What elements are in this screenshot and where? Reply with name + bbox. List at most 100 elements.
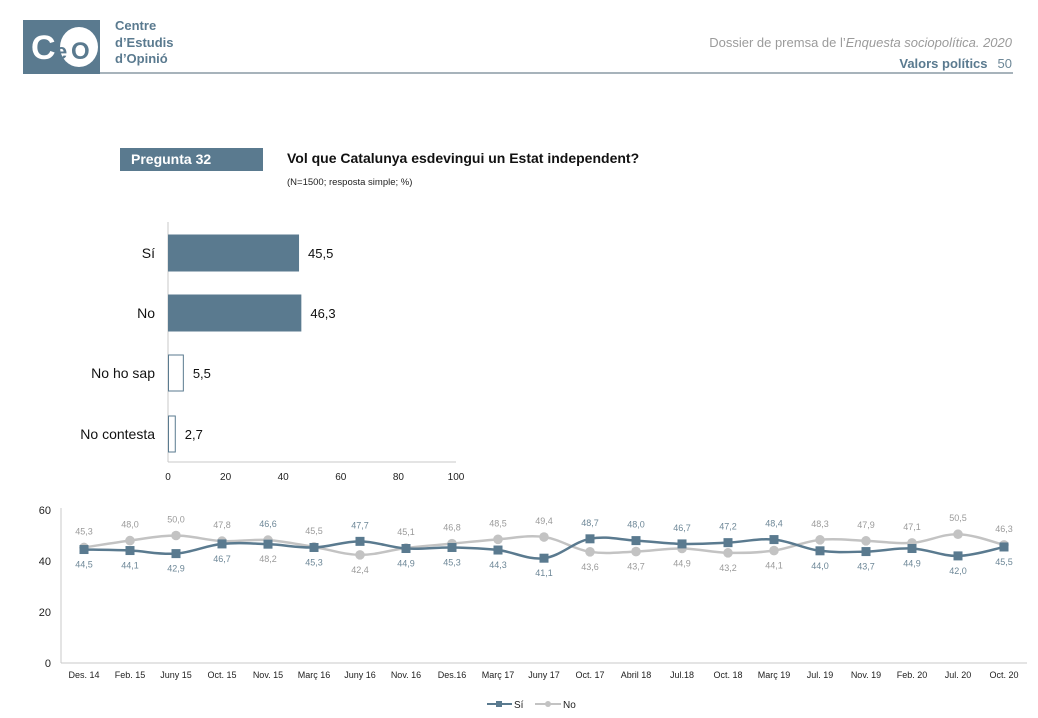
- line-data-label: 48,5: [489, 518, 507, 528]
- line-data-label: 43,6: [581, 562, 599, 572]
- bar-value-label: 5,5: [193, 366, 211, 381]
- bar: [168, 415, 176, 453]
- bar-category-label: No contesta: [80, 426, 155, 442]
- line-marker-no: [953, 529, 963, 540]
- line-x-tick-label: Oct. 18: [713, 670, 742, 680]
- bar-value-label: 46,3: [310, 306, 335, 321]
- line-data-label: 47,1: [903, 522, 921, 532]
- line-data-label: 47,7: [351, 520, 369, 530]
- line-data-label: 48,0: [627, 520, 645, 530]
- bar-category-label: Sí: [142, 245, 155, 261]
- legend-si-label: Sí: [514, 700, 524, 711]
- line-data-label: 48,0: [121, 520, 139, 530]
- line-data-label: 43,7: [857, 562, 875, 572]
- line-x-tick-label: Juny 16: [344, 670, 376, 680]
- line-x-tick-label: Juny 15: [160, 670, 192, 680]
- section-info: Valors polítics 50: [899, 56, 1012, 71]
- line-marker-si: [539, 553, 549, 563]
- line-data-label: 46,6: [259, 519, 277, 529]
- line-marker-si: [493, 545, 503, 555]
- line-x-tick-label: Nov. 19: [851, 670, 881, 680]
- bar: [168, 234, 300, 272]
- line-marker-si: [125, 546, 135, 556]
- line-marker-si: [999, 542, 1009, 552]
- line-data-label: 43,7: [627, 562, 645, 572]
- logo-letter-c: C: [31, 29, 56, 67]
- bar-x-tick-label: 100: [448, 472, 465, 483]
- line-data-label: 47,9: [857, 520, 875, 530]
- bar-x-tick-label: 60: [335, 472, 347, 483]
- ceo-logo: C e O: [23, 20, 100, 74]
- line-x-tick-label: Des.16: [438, 670, 467, 680]
- line-data-label: 44,9: [397, 559, 415, 569]
- line-data-label: 50,0: [167, 515, 185, 525]
- question-title: Vol que Catalunya esdevingui un Estat in…: [287, 150, 640, 166]
- line-data-label: 44,3: [489, 560, 507, 570]
- line-data-label: 45,5: [995, 557, 1013, 567]
- line-marker-no: [723, 548, 733, 558]
- line-data-label: 43,2: [719, 563, 737, 573]
- legend-si-marker: [496, 701, 502, 707]
- legend-no-label: No: [563, 700, 576, 711]
- org-name-line: d’Opinió: [115, 51, 168, 66]
- line-marker-no: [631, 546, 641, 557]
- line-x-tick-label: Juny 17: [528, 670, 560, 680]
- line-data-label: 49,4: [535, 516, 553, 526]
- line-data-label: 41,1: [535, 568, 553, 578]
- line-marker-si: [723, 538, 733, 548]
- line-marker-si: [401, 544, 411, 554]
- org-name-line: d’Estudis: [115, 34, 174, 50]
- bar: [168, 294, 302, 332]
- line-y-tick-label: 20: [39, 607, 51, 619]
- line-data-label: 48,2: [259, 554, 277, 564]
- line-marker-no: [769, 545, 779, 556]
- logo-letter-o: O: [71, 38, 90, 65]
- line-x-tick-label: Jul. 20: [945, 670, 972, 680]
- line-x-tick-label: Nov. 15: [253, 670, 283, 680]
- line-x-tick-label: Oct. 17: [575, 670, 604, 680]
- line-data-label: 45,3: [75, 526, 93, 536]
- section-name: Valors polítics: [899, 56, 988, 71]
- line-marker-no: [355, 550, 365, 560]
- line-marker-no: [539, 532, 549, 542]
- line-legend: Sí No: [487, 700, 576, 711]
- bar-category-label: No ho sap: [91, 365, 155, 381]
- line-data-label: 46,7: [213, 554, 231, 564]
- line-marker-si: [861, 547, 871, 557]
- question-note: (N=1500; resposta simple; %): [287, 177, 413, 188]
- line-marker-si: [815, 546, 825, 556]
- line-marker-no: [861, 536, 871, 546]
- line-marker-si: [171, 549, 181, 559]
- line-data-label: 47,8: [213, 520, 231, 530]
- line-x-tick-label: Oct. 20: [989, 670, 1018, 680]
- line-x-tick-label: Jul.18: [670, 670, 694, 680]
- ceo-logo-mark: C e O: [31, 27, 98, 67]
- line-marker-si: [79, 545, 89, 555]
- bar-x-tick-label: 0: [165, 472, 171, 483]
- line-data-label: 47,2: [719, 522, 737, 532]
- line-data-label: 45,1: [397, 527, 415, 537]
- line-x-tick-label: Març 16: [298, 670, 331, 680]
- line-x-tick-label: Abril 18: [621, 670, 652, 680]
- line-data-label: 48,7: [581, 518, 599, 528]
- org-name: Centre d’Estudis d’Opinió: [115, 18, 174, 68]
- logo-letter-e: e: [55, 39, 67, 64]
- line-x-tick-label: Des. 14: [68, 670, 99, 680]
- line-data-label: 48,4: [765, 519, 783, 529]
- line-data-label: 42,9: [167, 564, 185, 574]
- bar-category-label: No: [137, 305, 155, 321]
- bar: [168, 354, 184, 392]
- dossier-title: Dossier de premsa de l’Enquesta sociopol…: [709, 35, 1012, 50]
- line-x-tick-label: Nov. 16: [391, 670, 421, 680]
- line-marker-si: [217, 539, 227, 549]
- bar-x-tick-label: 80: [393, 472, 405, 483]
- line-x-tick-label: Jul. 19: [807, 670, 834, 680]
- line-data-label: 44,9: [903, 559, 921, 569]
- line-marker-no: [125, 535, 135, 546]
- line-x-tick-label: Feb. 15: [115, 670, 146, 680]
- line-data-label: 44,1: [121, 561, 139, 571]
- line-data-label: 45,3: [305, 557, 323, 567]
- line-marker-no: [815, 535, 825, 545]
